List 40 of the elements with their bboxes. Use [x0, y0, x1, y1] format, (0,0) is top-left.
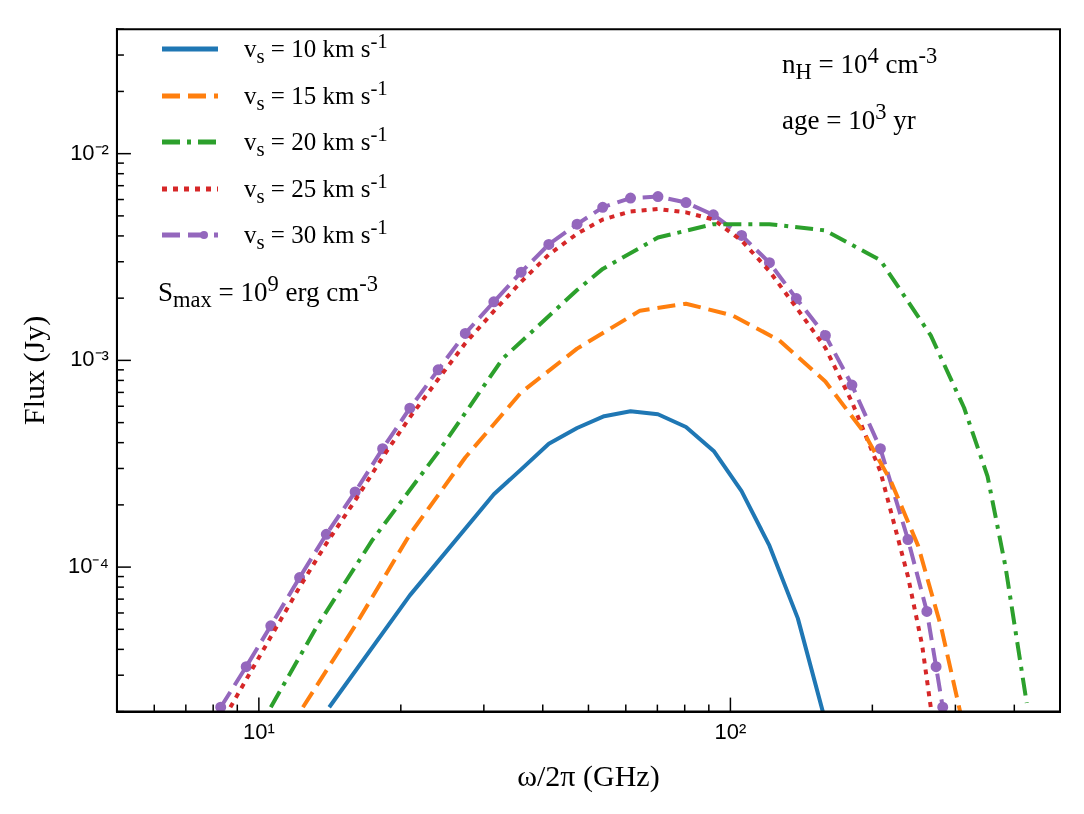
point [680, 197, 692, 209]
y-tick-label: 10⁻² [70, 139, 109, 165]
legend-label: v$_{s}$ = 30 km s$^{-1}$ [244, 215, 388, 256]
point [294, 572, 306, 584]
annotation: S$_{max}$ = 10$^{9}$ erg cm$^{-3}$ [158, 270, 378, 315]
x-axis-title: ω/2π (GHz) [517, 758, 660, 793]
point [432, 364, 444, 376]
point [707, 209, 719, 221]
point [404, 402, 416, 414]
point [790, 293, 802, 305]
annotation: n$_{H}$ = 10$^{4}$ cm$^{-3}$ [782, 42, 938, 87]
point [543, 238, 555, 250]
point [819, 329, 831, 341]
point [846, 379, 858, 391]
y-tick-label: 10⁻³ [70, 346, 109, 372]
point [874, 443, 886, 455]
y-axis-title: Flux (Jy) [16, 315, 51, 425]
legend-label: v$_{s}$ = 20 km s$^{-1}$ [244, 122, 388, 163]
legend-label: v$_{s}$ = 10 km s$^{-1}$ [244, 29, 388, 70]
point [459, 327, 471, 339]
point [652, 191, 664, 203]
legend-label: v$_{s}$ = 15 km s$^{-1}$ [244, 75, 388, 116]
point [377, 443, 389, 455]
point [349, 486, 361, 498]
point [763, 257, 775, 269]
point [320, 528, 332, 540]
x-tick-label: 10² [714, 718, 747, 744]
point [240, 661, 252, 673]
annotation: age = 10$^{3}$ yr [782, 98, 917, 138]
point [265, 620, 277, 632]
x-tick-label: 10¹ [242, 718, 275, 744]
point [736, 229, 748, 241]
point [515, 266, 527, 278]
legend-label: v$_{s}$ = 25 km s$^{-1}$ [244, 168, 388, 209]
point [625, 192, 637, 204]
point [597, 201, 609, 213]
y-tick-label: 10⁻⁴ [67, 553, 109, 579]
point [571, 218, 583, 230]
point [902, 534, 914, 545]
point [488, 296, 500, 308]
